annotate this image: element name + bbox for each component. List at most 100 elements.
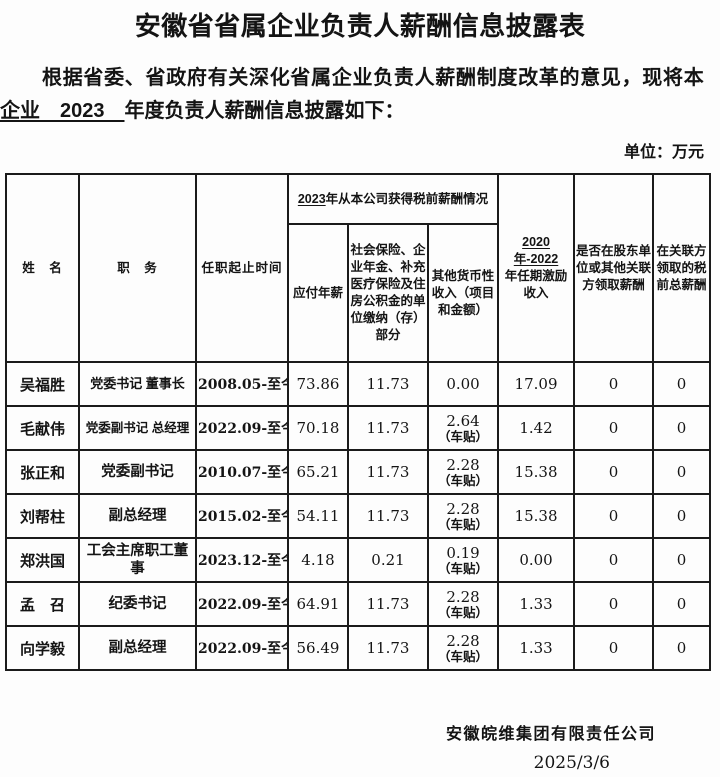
other-income-cell: 2.28 （车贴） <box>426 581 500 627</box>
position-cell: 党委副书记 总经理 <box>78 405 197 451</box>
table-row: 吴福胜 党委书记 董事长 2008.05-至今 73.86 11.73 0.00… <box>5 361 712 407</box>
intro-line-1: 根据省委、省政府有关深化省属企业负责人薪酬制度改革的意见，现将本 <box>42 67 705 89</box>
other-income-value: 0.19 <box>446 543 480 562</box>
related-total-cell: 0 <box>652 405 712 451</box>
related-cell: 0 <box>573 405 655 451</box>
intro-line-2-rest: 年度负责人薪酬信息披露如下： <box>124 100 405 122</box>
salary-cell: 64.91 <box>287 581 349 627</box>
name-cell: 郑洪国 <box>5 537 80 583</box>
position-cell: 副总经理 <box>78 493 197 539</box>
incentive-cell: 0.00 <box>497 537 576 583</box>
insurance-cell: 11.73 <box>347 581 429 627</box>
col-header-tenure: 任职起止时间 <box>195 173 289 363</box>
name-cell: 孟 召 <box>5 581 80 627</box>
other-income-note: （车贴） <box>438 649 489 664</box>
tenure-cell: 2008.05-至今 <box>195 361 289 407</box>
insurance-cell: 11.73 <box>347 361 429 407</box>
related-total-cell: 0 <box>652 449 712 495</box>
other-income-note: （车贴） <box>438 429 489 444</box>
position-cell: 副总经理 <box>78 625 197 671</box>
salary-cell: 56.49 <box>287 625 349 671</box>
incentive-rest: 年任期激励收入 <box>504 269 568 300</box>
related-total-cell: 0 <box>652 361 712 407</box>
insurance-cell: 11.73 <box>347 625 429 671</box>
group-rest: 年从本公司获得税前薪酬情况 <box>325 191 489 206</box>
other-income-value: 2.64 <box>446 411 480 430</box>
col-header-term-incentive: 2020年-2022年任期激励收入 <box>497 173 576 363</box>
table-row: 刘帮柱 副总经理 2015.02-至今 54.11 11.73 2.28 （车贴）… <box>5 493 712 539</box>
related-total-cell: 0 <box>652 625 712 671</box>
footer-company-name: 安徽皖维集团有限责任公司 <box>445 726 656 743</box>
name-cell: 张正和 <box>5 449 80 495</box>
year-blank: 企业 2023 <box>0 100 125 122</box>
incentive-cell: 15.38 <box>497 449 576 495</box>
salary-cell: 4.18 <box>287 537 349 583</box>
other-income-cell: 0.19 （车贴） <box>426 537 500 583</box>
col-header-other-income: 其他货币性收入（项目和金额） <box>426 223 500 363</box>
table-row: 张正和 党委副书记 2010.07-至今 65.21 11.73 2.28 （车贴… <box>5 449 712 495</box>
other-income-cell: 2.28 （车贴） <box>426 449 500 495</box>
salary-cell: 54.11 <box>287 493 349 539</box>
salary-table: 姓 名 职 务 任职起止时间 2023年从本公司获得税前薪酬情况 2020年-2… <box>5 173 712 671</box>
related-cell: 0 <box>573 493 655 539</box>
insurance-cell: 11.73 <box>347 493 429 539</box>
other-income-value: 2.28 <box>446 631 480 650</box>
incentive-cell: 1.42 <box>497 405 576 451</box>
insurance-cell: 11.73 <box>347 405 429 451</box>
related-cell: 0 <box>573 581 655 627</box>
header-row-group: 姓 名 职 务 任职起止时间 2023年从本公司获得税前薪酬情况 2020年-2… <box>5 173 712 363</box>
position-cell: 工会主席职工董事 <box>78 537 197 583</box>
tenure-cell: 2022.09-至今 <box>195 405 289 451</box>
col-header-name: 姓 名 <box>5 173 80 363</box>
other-income-note: （车贴） <box>438 473 489 488</box>
col-group-2023-pretax: 2023年从本公司获得税前薪酬情况 <box>286 173 500 225</box>
incentive-years-underline: 2020年-2022 <box>513 235 559 266</box>
incentive-cell: 1.33 <box>497 625 576 671</box>
other-income-value: 0.00 <box>446 375 480 393</box>
intro-paragraph: 根据省委、省政府有关深化省属企业负责人薪酬制度改革的意见，现将本 企业 2023… <box>0 62 714 128</box>
col-header-social-insurance: 社会保险、企业年金、补充医疗保险及住房公积金的单位缴纳（存）部分 <box>347 223 429 363</box>
col-header-related-party-question: 是否在股东单位或其他关联方领取薪酬 <box>573 173 655 363</box>
other-income-value: 2.28 <box>446 587 480 606</box>
tenure-cell: 2010.07-至今 <box>195 449 289 495</box>
table-row: 郑洪国 工会主席职工董事 2023.12-至今 4.18 0.21 0.19 （车… <box>5 537 712 583</box>
insurance-cell: 11.73 <box>347 449 429 495</box>
unit-label: 单位：万元 <box>623 144 704 161</box>
group-year-underline: 2023 <box>297 191 326 206</box>
incentive-cell: 17.09 <box>497 361 576 407</box>
related-total-cell: 0 <box>652 493 712 539</box>
col-header-position: 职 务 <box>78 173 197 363</box>
header-row-sub: 应付年薪 社会保险、企业年金、补充医疗保险及住房公积金的单位缴纳（存）部分 其他… <box>6 223 710 363</box>
other-income-cell: 2.64 （车贴） <box>426 405 500 451</box>
related-cell: 0 <box>573 449 655 495</box>
other-income-value: 2.28 <box>446 499 480 518</box>
related-cell: 0 <box>573 625 655 671</box>
related-cell: 0 <box>573 537 655 583</box>
related-total-cell: 0 <box>652 537 712 583</box>
other-income-cell: 2.28 （车贴） <box>426 625 500 671</box>
incentive-cell: 1.33 <box>497 581 576 627</box>
other-income-value: 2.28 <box>446 455 480 474</box>
tenure-cell: 2023.12-至今 <box>195 537 289 583</box>
table-row: 孟 召 纪委书记 2022.09-至今 64.91 11.73 2.28 （车贴）… <box>5 581 712 627</box>
footer-date: 2025/3/6 <box>533 753 610 773</box>
col-header-payable-salary: 应付年薪 <box>287 223 349 363</box>
related-total-cell: 0 <box>652 581 712 627</box>
other-income-note: （车贴） <box>438 561 489 576</box>
position-cell: 党委副书记 <box>78 449 197 495</box>
tenure-cell: 2022.09-至今 <box>195 625 289 671</box>
salary-cell: 70.18 <box>287 405 349 451</box>
name-cell: 吴福胜 <box>5 361 80 407</box>
tenure-cell: 2015.02-至今 <box>195 493 289 539</box>
other-income-note: （车贴） <box>438 605 489 620</box>
table-row: 毛献伟 党委副书记 总经理 2022.09-至今 70.18 11.73 2.6… <box>5 405 712 451</box>
col-header-related-party-total: 在关联方领取的税前总薪酬 <box>652 173 712 363</box>
name-cell: 毛献伟 <box>5 405 80 451</box>
salary-cell: 65.21 <box>287 449 349 495</box>
name-cell: 向学毅 <box>5 625 80 671</box>
intro-line-2: 企业 2023 年度负责人薪酬信息披露如下： <box>0 95 714 128</box>
tenure-cell: 2022.09-至今 <box>195 581 289 627</box>
table-row: 向学毅 副总经理 2022.09-至今 56.49 11.73 2.28 （车贴）… <box>5 625 712 671</box>
incentive-cell: 15.38 <box>497 493 576 539</box>
salary-cell: 73.86 <box>287 361 349 407</box>
